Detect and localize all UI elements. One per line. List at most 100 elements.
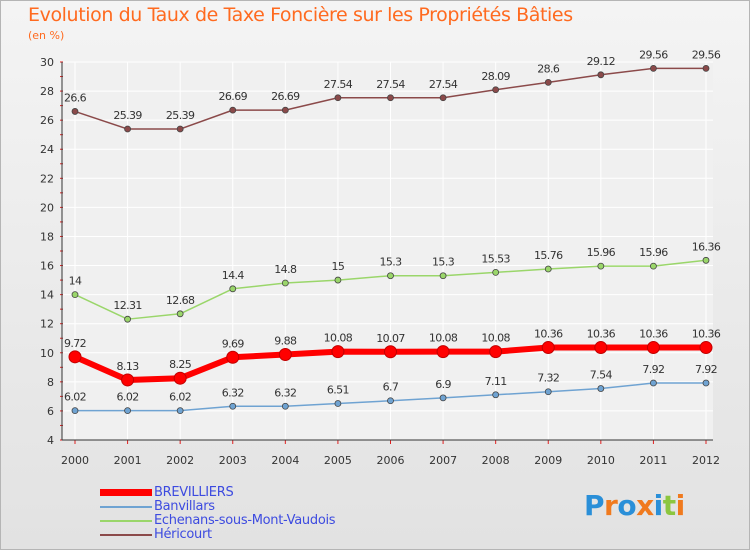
data-point [439, 94, 447, 102]
data-point [176, 125, 184, 133]
data-point [492, 268, 500, 276]
data-label: 26.69 [271, 90, 300, 103]
series-h-ricourt: 26.6 25.39 25.39 26.69 26.69 27.54 27.54 27.54 2… [64, 48, 721, 133]
data-label: 14.8 [274, 263, 297, 276]
legend-label: Banvillars [154, 499, 215, 514]
data-label: 12.68 [166, 294, 195, 307]
data-point [439, 394, 447, 402]
data-label: 15.3 [379, 256, 402, 269]
data-point [387, 94, 394, 102]
x-tick-label: 2011 [639, 454, 667, 467]
y-tick-label: 18 [40, 230, 54, 243]
data-point [124, 315, 131, 323]
data-point [646, 341, 660, 355]
x-tick-label: 2010 [587, 454, 615, 467]
data-label: 27.54 [376, 78, 405, 91]
data-point [71, 291, 79, 299]
legend-item: Banvillars [100, 499, 400, 514]
legend-swatch [100, 489, 152, 496]
data-point [121, 373, 135, 387]
x-tick-label: 2012 [692, 454, 720, 467]
data-label: 10.36 [692, 328, 721, 341]
y-tick-label: 28 [40, 85, 54, 98]
data-point [650, 64, 657, 72]
legend-item: BREVILLIERS [100, 485, 400, 500]
y-tick-label: 8 [47, 376, 54, 389]
data-point [650, 379, 657, 387]
data-point [229, 285, 237, 293]
data-point [387, 272, 394, 280]
data-label: 15.96 [587, 246, 616, 259]
x-tick-label: 2004 [271, 454, 299, 467]
legend-swatch [100, 534, 152, 536]
series-banvillars: 6.02 6.02 6.02 6.32 6.32 6.51 6.7 6.9 7.11 7.32 7.… [64, 363, 718, 415]
x-tick-label: 2008 [482, 454, 510, 467]
series-brevilliers: 9.72 8.13 8.25 9.69 9.88 10.08 10.07 10.08 10.08… [64, 328, 721, 387]
legend-item: Héricourt [100, 527, 400, 542]
y-tick-label: 6 [47, 405, 54, 418]
data-label: 7.92 [642, 363, 664, 376]
data-point [281, 279, 289, 287]
data-point [702, 256, 710, 264]
data-label: 6.02 [117, 391, 139, 404]
y-tick-label: 4 [47, 434, 54, 447]
data-point [331, 345, 345, 359]
data-label: 7.32 [537, 372, 559, 385]
data-point [176, 407, 184, 415]
data-point [702, 379, 710, 387]
x-tick-label: 2005 [324, 454, 352, 467]
chart-title: Evolution du Taux de Taxe Foncière sur l… [28, 4, 573, 26]
data-label: 15.96 [639, 246, 668, 259]
data-label: 10.36 [534, 328, 563, 341]
data-point [489, 345, 503, 359]
y-tick-label: 22 [40, 172, 54, 185]
data-label: 9.72 [64, 337, 86, 350]
x-tick-label: 2006 [377, 454, 405, 467]
data-label: 7.11 [485, 375, 507, 388]
data-point [699, 341, 713, 355]
data-point [124, 407, 131, 415]
data-point [597, 71, 605, 79]
data-label: 10.08 [429, 332, 458, 345]
data-point [544, 388, 552, 396]
data-label: 6.32 [222, 386, 244, 399]
y-tick-label: 10 [40, 347, 54, 360]
data-point [597, 385, 605, 392]
data-label: 15.76 [534, 249, 563, 262]
data-point [334, 94, 342, 102]
data-point [226, 350, 240, 364]
data-point [384, 345, 397, 359]
data-label: 7.54 [590, 369, 613, 382]
data-point [176, 310, 184, 318]
y-tick-label: 12 [40, 318, 54, 331]
data-point [650, 262, 657, 270]
data-label: 27.54 [429, 78, 458, 91]
legend-label: BREVILLIERS [154, 485, 234, 500]
data-label: 14.4 [222, 269, 245, 282]
data-label: 10.07 [376, 332, 405, 345]
x-tick-label: 2002 [166, 454, 194, 467]
data-label: 25.39 [166, 109, 195, 122]
y-axis-unit: (en %) [28, 29, 65, 42]
legend-swatch [100, 520, 152, 522]
legend-item: Echenans-sous-Mont-Vaudois [100, 513, 400, 528]
data-label: 25.39 [113, 109, 142, 122]
data-point [439, 272, 447, 280]
data-label: 16.36 [692, 240, 721, 253]
data-point [597, 262, 605, 270]
data-label: 27.54 [324, 78, 353, 91]
data-label: 6.7 [383, 381, 399, 394]
data-label: 10.36 [587, 328, 616, 341]
data-label: 12.31 [113, 299, 142, 312]
y-tick-label: 14 [40, 289, 54, 302]
data-label: 28.6 [537, 62, 560, 75]
data-label: 6.02 [169, 391, 191, 404]
data-label: 29.56 [639, 48, 668, 61]
data-label: 6.32 [274, 386, 296, 399]
data-label: 29.56 [692, 48, 721, 61]
y-tick-label: 26 [40, 114, 54, 127]
x-tick-label: 2000 [61, 454, 89, 467]
data-label: 15.53 [481, 252, 510, 265]
data-label: 10.08 [324, 332, 353, 345]
